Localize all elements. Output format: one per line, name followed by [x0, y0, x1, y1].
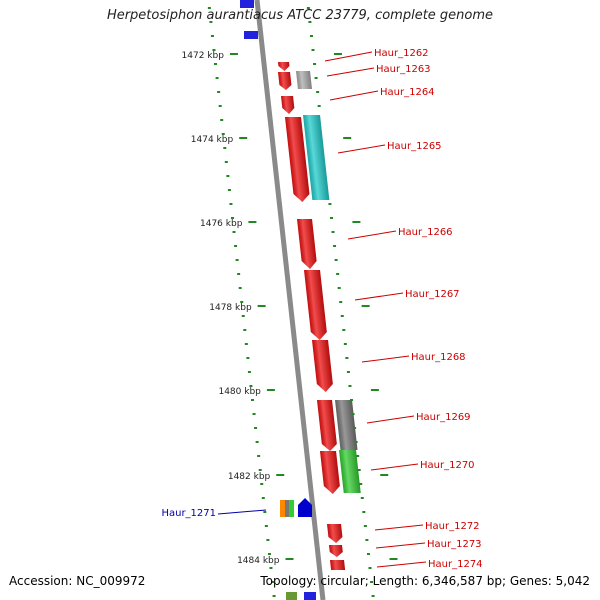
gene-red-companion-3 — [320, 451, 340, 494]
kbp-label: 1474 kbp — [191, 135, 234, 145]
gene-label-haur-1268[interactable]: Haur_1268 — [411, 352, 466, 363]
gene-label-leader — [370, 463, 419, 471]
gene-label-haur-1270[interactable]: Haur_1270 — [420, 460, 475, 471]
gene-haur-1274 — [329, 560, 346, 570]
gene-label-leader — [366, 415, 415, 424]
gene-haur-1270 — [338, 450, 361, 493]
gene-haur-1272 — [326, 524, 343, 543]
gene-label-haur-1262[interactable]: Haur_1262 — [374, 48, 429, 59]
gene-label-leader — [354, 292, 404, 301]
gene-label-haur-1272[interactable]: Haur_1272 — [425, 521, 480, 532]
kbp-label: 1482 kbp — [228, 472, 271, 482]
gene-label-leader — [374, 524, 424, 531]
accession-text: Accession: NC_009972 — [9, 574, 146, 588]
gene-red-companion-0 — [277, 72, 292, 90]
gene-label-leader — [375, 542, 426, 549]
gene-cluster-haur-1271 — [280, 498, 312, 517]
gene-top-partial — [240, 0, 258, 39]
gene-label-haur-1267[interactable]: Haur_1267 — [405, 289, 460, 300]
gene-label-haur-1264[interactable]: Haur_1264 — [380, 87, 435, 98]
gene-label-leader — [326, 67, 375, 77]
gene-label-haur-1273[interactable]: Haur_1273 — [427, 539, 482, 550]
gene-label-haur-1269[interactable]: Haur_1269 — [416, 412, 471, 423]
gene-haur-1271 — [298, 498, 312, 517]
gene-haur-1264 — [281, 96, 295, 114]
kbp-label: 1484 kbp — [237, 556, 280, 566]
gene-label-haur-1271[interactable]: Haur_1271 — [161, 508, 216, 519]
gene-label-haur-1263[interactable]: Haur_1263 — [376, 64, 431, 75]
kbp-label: 1476 kbp — [200, 219, 243, 229]
gene-label-haur-1266[interactable]: Haur_1266 — [398, 227, 453, 238]
gene-bottom-partial — [286, 592, 316, 600]
gene-label-leader — [217, 509, 267, 515]
genome-backbone — [254, 0, 326, 600]
gene-label-leader — [347, 230, 397, 240]
gene-label-leader — [329, 90, 379, 101]
gene-haur-1265 — [303, 115, 330, 200]
gene-haur-1268 — [312, 340, 333, 392]
gene-label-leader — [337, 144, 386, 154]
gene-haur-1267 — [303, 270, 327, 340]
gene-haur-1269 — [334, 400, 358, 450]
gene-haur-1266 — [297, 219, 317, 269]
genome-title: Herpetosiphon aurantiacus ATCC 23779, co… — [106, 8, 494, 23]
gene-red-companion-1 — [285, 117, 310, 202]
gene-haur-1262 — [277, 62, 290, 71]
kbp-labels: 1472 kbp 1474 kbp 1476 kbp 1478 kbp 1480 kbp… — [182, 51, 398, 566]
genes-layer — [277, 62, 361, 570]
gene-red-companion-2 — [316, 400, 337, 451]
gene-label-leader — [324, 51, 373, 62]
gene-haur-1273 — [328, 545, 343, 557]
ticks-layer — [207, 7, 375, 597]
gene-label-leader — [361, 355, 410, 363]
kbp-label: 1478 kbp — [209, 303, 252, 313]
kbp-label: 1472 kbp — [182, 51, 225, 61]
gene-label-haur-1265[interactable]: Haur_1265 — [387, 141, 442, 152]
gene-haur-1263 — [296, 71, 312, 89]
kbp-label: 1480 kbp — [218, 387, 261, 397]
gene-labels: Haur_1262 Haur_1263 Haur_1264 Haur_1265 Haur… — [161, 48, 482, 570]
gene-label-leader — [376, 561, 427, 568]
topology-text: Topology: circular; Length: 6,346,587 bp… — [260, 574, 590, 588]
gene-label-haur-1274[interactable]: Haur_1274 — [428, 559, 483, 570]
